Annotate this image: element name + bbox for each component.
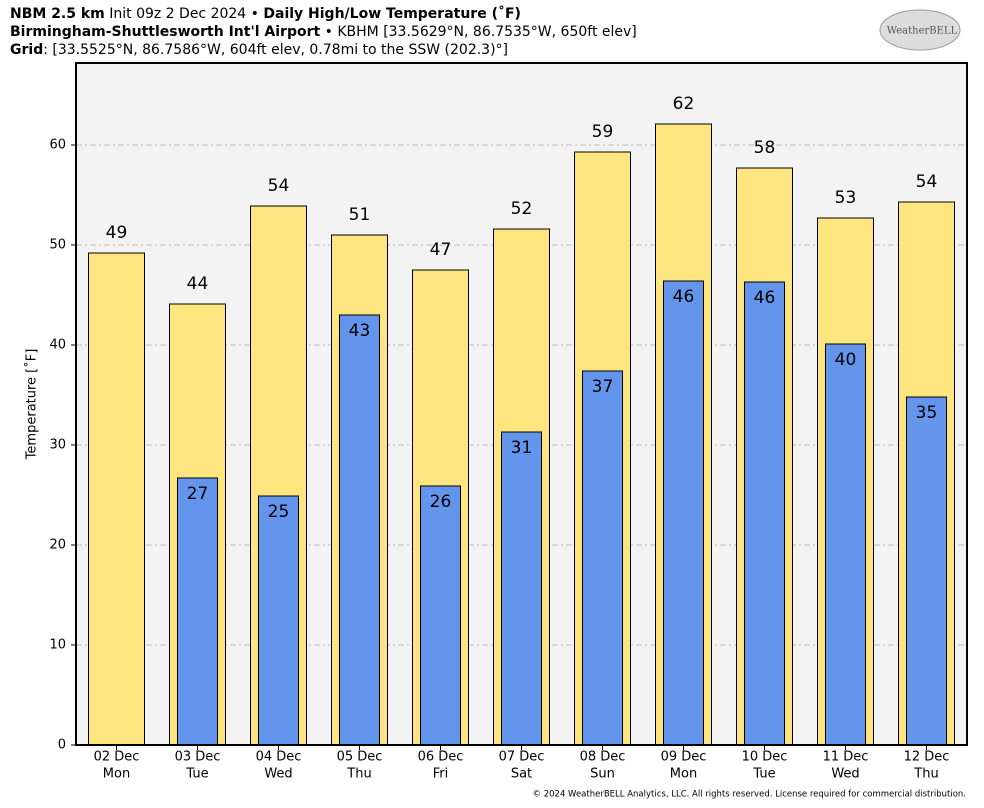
bar <box>663 280 704 746</box>
data-label: 49 <box>106 223 128 243</box>
x-tick-label: Sun <box>590 767 615 782</box>
header-text: NBM 2.5 km <box>10 6 105 22</box>
bar <box>339 314 380 746</box>
x-tick-label: 08 Dec <box>580 750 626 765</box>
x-tick-label: 12 Dec <box>904 750 950 765</box>
data-label: 53 <box>835 188 857 208</box>
y-tick-label: 30 <box>49 438 66 453</box>
y-tick-label: 10 <box>49 638 66 653</box>
header-text: • KBHM [33.5629°N, 86.7535°W, 650ft elev… <box>320 24 637 40</box>
x-tick-label: Mon <box>103 767 130 782</box>
y-tick-label: 0 <box>58 738 66 753</box>
data-label: 35 <box>916 403 938 423</box>
data-label: 40 <box>835 350 857 370</box>
data-label: 47 <box>430 240 452 260</box>
logo: WeatherBELL <box>887 26 958 37</box>
x-tick-label: 07 Dec <box>499 750 545 765</box>
bar <box>258 495 299 746</box>
data-label: 31 <box>511 438 533 458</box>
header-line: Birmingham-Shuttlesworth Int'l Airport •… <box>10 24 637 40</box>
x-tick-label: Mon <box>670 767 697 782</box>
x-tick-label: Sat <box>511 767 532 782</box>
data-label: 54 <box>916 172 938 192</box>
x-tick-label: Wed <box>264 767 292 782</box>
y-tick-label: 60 <box>49 138 66 153</box>
x-tick-label: 09 Dec <box>661 750 707 765</box>
plot-frame <box>75 62 968 746</box>
data-label: 58 <box>754 138 776 158</box>
x-tick-label: Tue <box>185 767 208 782</box>
bar <box>582 370 623 746</box>
bar <box>501 431 542 746</box>
data-label: 25 <box>268 502 290 522</box>
data-label: 52 <box>511 199 533 219</box>
bar <box>744 281 785 746</box>
data-label: 43 <box>349 321 371 341</box>
bar <box>906 396 947 746</box>
header-text: : [33.5525°N, 86.7586°W, 604ft elev, 0.7… <box>43 42 508 58</box>
header-line: NBM 2.5 km Init 09z 2 Dec 2024 • Daily H… <box>10 5 521 22</box>
y-axis-label: Temperature [˚F] <box>24 349 40 461</box>
header-text: Birmingham-Shuttlesworth Int'l Airport <box>10 24 320 40</box>
x-tick-label: 06 Dec <box>418 750 464 765</box>
bar <box>177 477 218 746</box>
data-label: 62 <box>673 94 695 114</box>
data-label: 46 <box>673 287 695 307</box>
y-tick-label: 20 <box>49 538 66 553</box>
x-tick-label: Thu <box>346 767 371 782</box>
y-tick-label: 50 <box>49 238 66 253</box>
x-tick-label: Fri <box>433 767 449 782</box>
data-label: 37 <box>592 377 614 397</box>
y-tick-label: 40 <box>49 338 66 353</box>
header-line: Grid: [33.5525°N, 86.7586°W, 604ft elev,… <box>10 42 508 58</box>
data-label: 59 <box>592 122 614 142</box>
logo-badge <box>879 9 961 51</box>
bar <box>825 343 866 746</box>
data-label: 44 <box>187 274 209 294</box>
x-tick-label: 03 Dec <box>175 750 221 765</box>
header-text: Daily High/Low Temperature (˚F) <box>263 5 521 22</box>
data-label: 54 <box>268 176 290 196</box>
x-tick-label: 10 Dec <box>742 750 788 765</box>
x-tick-label: Wed <box>831 767 859 782</box>
header-text: Grid <box>10 42 43 58</box>
data-label: 26 <box>430 492 452 512</box>
data-label: 51 <box>349 205 371 225</box>
data-label: 27 <box>187 484 209 504</box>
x-tick-label: Tue <box>752 767 775 782</box>
bar <box>88 252 145 746</box>
bar <box>420 485 461 746</box>
x-tick-label: 02 Dec <box>94 750 140 765</box>
data-label: 46 <box>754 288 776 308</box>
header-text: Init 09z 2 Dec 2024 • <box>105 6 264 22</box>
footer: © 2024 WeatherBELL Analytics, LLC. All r… <box>533 790 966 800</box>
x-tick-label: 05 Dec <box>337 750 383 765</box>
x-tick-label: 04 Dec <box>256 750 302 765</box>
x-tick-label: 11 Dec <box>823 750 869 765</box>
header: NBM 2.5 km Init 09z 2 Dec 2024 • Daily H… <box>10 5 637 58</box>
x-tick-label: Thu <box>913 767 938 782</box>
